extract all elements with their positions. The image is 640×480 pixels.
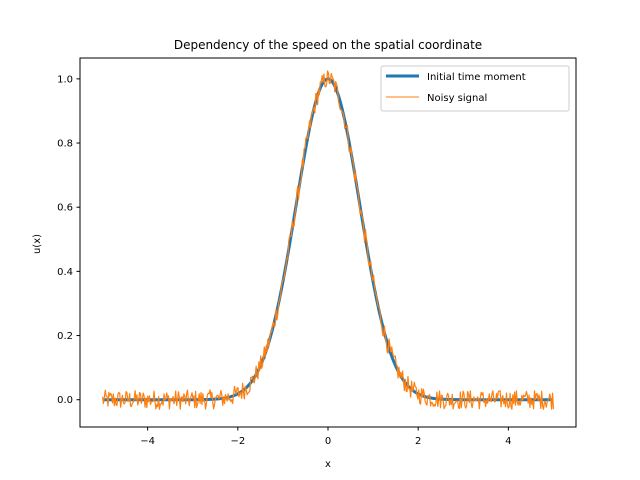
- series-line-noisy-signal: [101, 70, 555, 410]
- legend-label-noisy-signal: Noisy signal: [427, 93, 487, 104]
- y-tick-label: 1.0: [57, 74, 73, 85]
- y-axis-label: u(x): [32, 234, 43, 254]
- y-tick-label: 0.6: [57, 203, 73, 214]
- axes-frame: [79, 57, 577, 428]
- legend: Initial time moment Noisy signal: [380, 65, 570, 112]
- x-tick-label: 0: [325, 436, 331, 447]
- x-tick-label: 4: [505, 436, 511, 447]
- y-tick-label: 0.2: [57, 331, 73, 342]
- chart-title: Dependency of the speed on the spatial c…: [174, 38, 482, 52]
- x-tick-label: −4: [140, 436, 155, 447]
- x-tick-label: 2: [415, 436, 421, 447]
- y-tick-label: 0.4: [57, 267, 73, 278]
- y-tick-label: 0.0: [57, 395, 73, 406]
- plot-area: [101, 70, 555, 410]
- y-tick-label: 0.8: [57, 139, 73, 150]
- x-tick-label: −2: [230, 436, 245, 447]
- legend-label-initial-time-moment: Initial time moment: [427, 72, 526, 83]
- x-axis-label: x: [325, 459, 331, 470]
- legend-box: [380, 65, 570, 112]
- axis-ticks: −4 −2 0 2 4 0.0 0.2 0.4 0.6 0.8 1.0: [57, 74, 511, 447]
